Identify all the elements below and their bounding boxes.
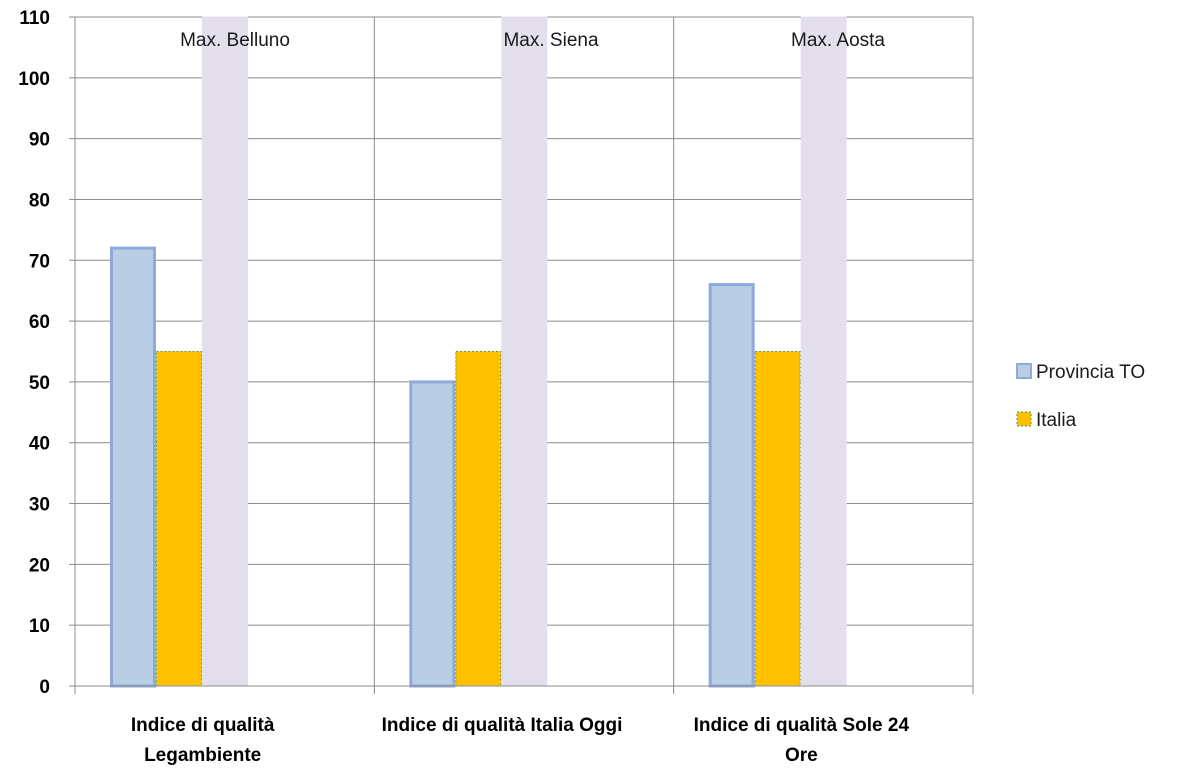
y-tick-label: 80 bbox=[29, 190, 50, 211]
bar-provincia-to bbox=[110, 246, 156, 688]
bar-max bbox=[501, 16, 548, 687]
bar-max bbox=[202, 16, 248, 687]
bar-max bbox=[800, 16, 847, 687]
y-tick-label: 90 bbox=[29, 130, 50, 151]
y-tick-label: 20 bbox=[29, 555, 50, 576]
y-tick-label: 30 bbox=[29, 495, 50, 516]
x-category-label: Ore bbox=[785, 745, 818, 766]
bar-italia bbox=[455, 351, 502, 687]
y-tick-label: 50 bbox=[29, 373, 50, 394]
x-category-label: Indice di qualità bbox=[131, 715, 275, 736]
y-axis-ticks: 0 10 20 30 40 50 60 70 80 90 100 110 bbox=[18, 8, 50, 698]
x-category-label: Legambiente bbox=[144, 745, 261, 766]
axes bbox=[69, 16, 973, 687]
x-category-label: Indice di qualità Sole 24 bbox=[694, 715, 910, 736]
y-tick-label: 70 bbox=[29, 251, 50, 272]
y-tick-label: 10 bbox=[29, 616, 50, 637]
bar-provincia-to bbox=[708, 283, 755, 688]
max-annotations: Max. Belluno Max. Siena Max. Aosta bbox=[180, 30, 885, 51]
y-tick-label: 0 bbox=[39, 677, 50, 698]
legend: Provincia TO Italia bbox=[1016, 362, 1145, 431]
y-tick-label: 110 bbox=[19, 8, 50, 29]
bar-italia bbox=[754, 351, 801, 687]
legend-label: Provincia TO bbox=[1036, 362, 1145, 383]
legend-swatch bbox=[1016, 411, 1032, 427]
y-tick-label: 60 bbox=[29, 312, 50, 333]
y-tick-label: 100 bbox=[18, 69, 50, 90]
max-annotation: Max. Siena bbox=[503, 30, 598, 51]
max-annotation: Max. Belluno bbox=[180, 30, 290, 51]
x-category-label: Indice di qualità Italia Oggi bbox=[382, 715, 623, 736]
legend-swatch bbox=[1016, 363, 1032, 379]
legend-label: Italia bbox=[1036, 410, 1077, 431]
y-tick-label: 40 bbox=[29, 434, 50, 455]
x-axis-categories: Indice di qualità Legambiente Indice di qu… bbox=[131, 715, 910, 766]
max-annotation: Max. Aosta bbox=[791, 30, 885, 51]
bars bbox=[110, 16, 847, 688]
bar-italia bbox=[156, 351, 202, 687]
bar-provincia-to bbox=[409, 380, 456, 688]
